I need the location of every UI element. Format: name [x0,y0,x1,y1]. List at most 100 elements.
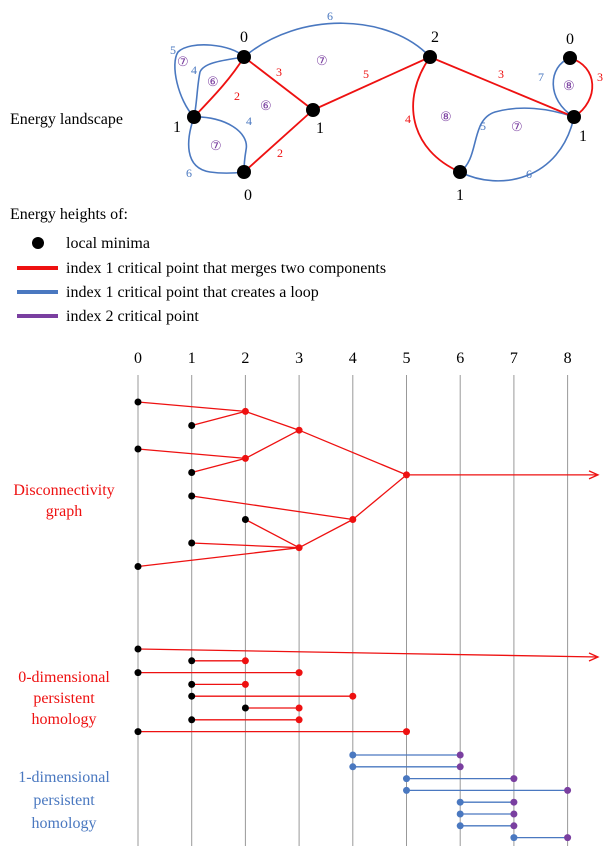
disconnectivity-edge [298,518,354,549]
h0-label-line1: 0-dimensional [18,669,110,686]
disconnectivity-merge-node [295,544,303,552]
landscape-loop-edges [174,22,575,182]
h0-bar-birth [188,657,196,665]
h1-bar-death [510,822,518,830]
legend-minima-marker [32,237,44,249]
h0-bar-death [403,728,410,736]
h0-bar-birth [188,680,196,688]
edge-F-H-outer-loop [459,116,575,182]
edge-label: 3 [597,70,603,84]
node-height-label: 1 [173,119,181,136]
h0-bar-birth [134,669,142,677]
disconnectivity-edge [245,518,300,549]
h0-bar-death [241,657,249,665]
disconnectivity-merge-node [349,516,357,523]
edge-A-B-outer-loop [174,44,245,118]
legend-title: Energy heights of: [10,206,128,223]
face-label: ⑦ [511,119,523,134]
edge-label: 6 [186,166,192,180]
node-C-critical [306,103,320,117]
landscape-merge-edges [193,56,594,173]
disconnectivity-label-line1: Disconnectivity [13,482,114,499]
h1-label-line1: 1-dimensional [18,769,110,786]
disconnectivity-edge [191,495,353,521]
disconnectivity-leaf [188,539,196,547]
disconnectivity-edge [191,457,246,474]
edge-G-H-merge [569,57,594,118]
edge-label: 5 [170,43,176,57]
edge-label: 5 [480,119,486,133]
h0-bar-death [349,692,357,700]
energy-landscape: Energy landscape 6 5 4 3 [10,9,603,204]
disconnectivity-edge [137,401,246,413]
h0-bar-arrowhead [588,652,600,662]
edge-E-F-merge [412,56,461,173]
h0-label-line2: persistent [33,690,95,707]
h0-bar-death [241,680,249,688]
h0-bar-death [295,716,303,724]
x-ticks: 0 1 2 3 4 5 6 7 8 [134,350,572,367]
face-label: ⑦ [210,138,222,153]
h1-bar-birth [403,775,410,783]
edge-C-E-merge [312,56,431,111]
h1-bar-death [510,810,518,818]
h1-bar-death [510,775,518,783]
edge-label: 3 [276,65,282,79]
edge-label: 4 [246,114,252,128]
disconnectivity-label-line2: graph [46,503,82,520]
disconnectivity-edge [191,410,246,427]
h0-bar-death [295,704,303,712]
h1-bar-birth [510,834,518,842]
landscape-node-heights: 0 1 1 0 2 1 0 1 [173,29,587,204]
h1-bar-death [456,763,464,771]
legend-merge-label: index 1 critical point that merges two c… [66,260,386,277]
disconnectivity-edge [245,429,300,459]
h0-bar-birth [188,692,196,700]
face-label: ⑥ [207,74,219,89]
h0-bar-birth [134,728,142,736]
landscape-edge-labels: 6 5 4 3 2 5 4 2 6 4 5 3 7 3 6 [170,9,603,181]
h1-bar-birth [403,786,410,794]
x-tick-label: 4 [349,350,357,367]
x-tick-label: 3 [295,350,303,367]
edge-A-C-merge [243,56,314,111]
disconnectivity-leaf [134,445,142,453]
edge-label: 6 [526,167,532,181]
disconnectivity-merge-node [241,407,249,415]
x-tick-label: 5 [403,350,411,367]
h0-bar-birth [241,704,249,712]
node-G-minimum [563,51,577,65]
edge-A-B-inner-loop [193,56,245,118]
disconnectivity-graph [134,398,600,570]
edge-E-H-merge [429,56,575,118]
legend: Energy heights of: local minima index 1 … [10,206,386,325]
disconnectivity-merge-node [295,426,303,434]
face-label: ⑧ [440,109,452,124]
h1-bar-death [564,834,572,842]
node-D-minimum [237,165,251,179]
disconnectivity-root-arrowhead [588,470,600,480]
edge-D-C-merge [243,109,314,173]
h1-bar-death [564,786,572,794]
x-tick-label: 8 [564,350,572,367]
h0-bar-birth [188,716,196,724]
gridlines [137,375,569,846]
section-labels: Disconnectivity graph 0-dimensional pers… [13,482,114,832]
h0-bar-birth [134,645,142,653]
edge-label: 3 [498,67,504,81]
landscape-label: Energy landscape [10,111,123,128]
face-label: ⑥ [260,98,272,113]
legend-loop-label: index 1 critical point that creates a lo… [66,284,319,301]
face-label: ⑧ [563,78,575,93]
edge-B-D-outer-loop [188,116,245,174]
disconnectivity-edge [245,410,300,431]
disconnectivity-leaf [134,563,142,570]
x-tick-label: 2 [241,350,249,367]
x-tick-label: 0 [134,350,142,367]
disconnectivity-leaf [241,516,249,523]
node-height-label: 0 [244,187,252,204]
h1-barcode [349,751,572,842]
edge-label: 2 [277,146,283,160]
edge-label: 2 [234,89,240,103]
